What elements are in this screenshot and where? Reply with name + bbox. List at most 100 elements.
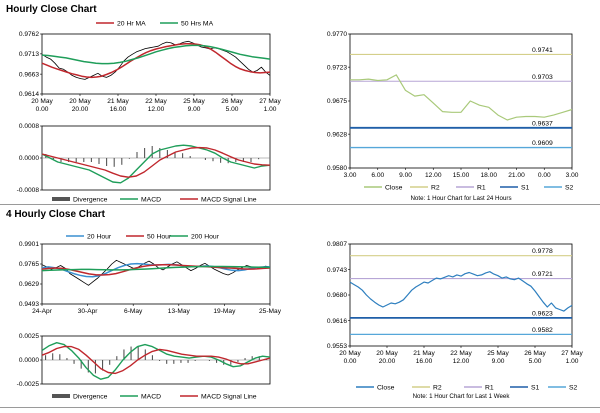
four-hourly-ma-xtick-label: 19-May [213, 308, 236, 315]
hourly-ma-xtick-label: 26 May [221, 98, 243, 105]
hourly-close-legend-2-label: R1 [477, 185, 486, 192]
four-hourly-close-xtick-label: 26 May [524, 350, 546, 357]
hourly-ma-legend-1-label: 50 Hrs MA [181, 21, 214, 28]
hourly-macd-series-signal [41, 146, 271, 178]
section-title-4-hourly: 4 Hourly Close Chart [6, 209, 105, 220]
four-hourly-macd-ytick-label: 0.0000 [19, 357, 40, 364]
four-hourly-close-xtick-label: 20 May [339, 350, 361, 357]
hourly-close-ytick-label: 0.9770 [327, 31, 348, 38]
hourly-close-legend-4-label: S2 [565, 185, 574, 192]
hourly-ma-xtick-label: 5.00 [226, 106, 239, 113]
hourly-close-ytick-label: 0.9675 [327, 98, 348, 105]
four-hourly-ma-ytick-label: 0.9629 [19, 281, 40, 288]
four-hourly-close-level-s2-label: 0.9582 [532, 327, 553, 334]
section-divider-top [0, 204, 600, 205]
four-hourly-close-ytick-label: 0.9743 [327, 267, 348, 274]
four-hourly-close-ytick-label: 0.9680 [327, 292, 348, 299]
four-hourly-close-legend-0-label: Close [377, 385, 395, 392]
four-hourly-close-note: Note: 1 Hour Chart for Last 1 Week [413, 393, 511, 400]
hourly-ma-xtick-label: 12.00 [148, 106, 165, 113]
hourly-close-ytick-label: 0.9580 [327, 165, 348, 172]
four-hourly-close-ytick-label: 0.9553 [327, 343, 348, 350]
hourly-macd-ytick-label: -0.0008 [17, 187, 40, 194]
four-hourly-close-legend-3-label: S1 [531, 385, 540, 392]
hourly-macd-ytick-label: 0.0000 [19, 155, 40, 162]
four-hourly-close-legend-2-label: R1 [485, 385, 494, 392]
four-hourly-macd-legend-0-swatch [52, 394, 70, 398]
four-hourly-close-xtick-label: 21 May [413, 350, 435, 357]
hourly-close-legend-3-label: S1 [521, 185, 530, 192]
four-hourly-macd-series-signal [41, 345, 271, 375]
hourly-close-legend-1-label: R2 [431, 185, 440, 192]
hourly-ma-xtick-label: 1.00 [264, 106, 277, 113]
hourly-ma-xtick-label: 22 May [145, 98, 167, 105]
section-title-hourly: Hourly Close Chart [6, 4, 97, 15]
four-hourly-ma-xtick-label: 6-May [124, 308, 143, 315]
hourly-close-xtick-label: 21.00 [508, 172, 525, 179]
hourly-close-xtick-label: 0.00 [538, 172, 551, 179]
four-hourly-close-xtick-label: 16.00 [416, 358, 433, 365]
four-hourly-ma-ytick-label: 0.9901 [19, 241, 40, 248]
four-hourly-macd-legend-1-label: MACD [141, 394, 161, 401]
four-hourly-ma-legend-1-label: 50 Hour [147, 234, 172, 241]
four-hourly-ma-xtick-label: 13-May [168, 308, 191, 315]
four-hourly-macd-series-macd [41, 342, 271, 380]
four-hourly-macd-ytick-label: 0.0025 [19, 333, 40, 340]
hourly-macd-legend-0-swatch [52, 197, 70, 201]
four-hourly-close-legend-4-label: S2 [569, 385, 578, 392]
hourly-ma-xtick-label: 0.00 [36, 106, 49, 113]
hourly-macd-ytick-label: 0.0008 [19, 123, 40, 130]
hourly-ma-xtick-label: 20.00 [72, 106, 89, 113]
hourly-close-level-s2-label: 0.9609 [532, 140, 553, 147]
hourly-ma-xtick-label: 20 May [69, 98, 91, 105]
hourly-ma-ytick-label: 0.9614 [19, 91, 40, 98]
four-hourly-macd-legend-0-label: Divergence [73, 394, 108, 401]
four-hourly-close-legend-1-label: R2 [433, 385, 442, 392]
hourly-close-level-r1-label: 0.9703 [532, 74, 553, 81]
four-hourly-macd-ytick-label: -0.0025 [17, 381, 40, 388]
hourly-ma-ytick-label: 0.9713 [19, 51, 40, 58]
four-hourly-close-xtick-label: 5.00 [529, 358, 542, 365]
hourly-ma-frame [41, 33, 271, 95]
four-hourly-close-xtick-label: 12.00 [453, 358, 470, 365]
hourly-ma-series-50-hrs-ma [41, 44, 271, 65]
hourly-ma-xtick-label: 27 May [259, 98, 281, 105]
four-hourly-close-xtick-label: 20.00 [379, 358, 396, 365]
four-hourly-ma-xtick-label: 25-May [259, 308, 282, 315]
four-hourly-ma-frame [41, 243, 271, 305]
hourly-close-xtick-label: 6.00 [371, 172, 384, 179]
hourly-close-xtick-label: 9.00 [399, 172, 412, 179]
four-hourly-close-xtick-label: 1.00 [566, 358, 579, 365]
four-hourly-ma-ytick-label: 0.9493 [19, 301, 40, 308]
four-hourly-ma-xtick-label: 30-Apr [78, 308, 99, 315]
four-hourly-ma-legend-0-label: 20 Hour [87, 234, 112, 241]
hourly-close-legend-0-label: Close [385, 185, 403, 192]
section-divider-bottom [0, 407, 600, 408]
hourly-ma-xtick-label: 20 May [31, 98, 53, 105]
four-hourly-close-series-close [349, 271, 573, 312]
hourly-ma-xtick-label: 25 May [183, 98, 205, 105]
hourly-ma-series-20-hr-ma [41, 42, 271, 79]
four-hourly-close-xtick-label: 0.00 [344, 358, 357, 365]
hourly-close-level-r2-label: 0.9741 [532, 47, 553, 54]
hourly-close-note: Note: 1 Hour Chart for Last 24 Hours [410, 195, 511, 202]
hourly-ma-xtick-label: 9.00 [188, 106, 201, 113]
four-hourly-close-xtick-label: 22 May [450, 350, 472, 357]
four-hourly-close-level-r2-label: 0.9778 [532, 248, 553, 255]
four-hourly-close-xtick-label: 25 May [487, 350, 509, 357]
hourly-close-xtick-label: 12.00 [425, 172, 442, 179]
four-hourly-close-xtick-label: 9.00 [492, 358, 505, 365]
hourly-macd-legend-1-label: MACD [141, 197, 161, 204]
four-hourly-ma-xtick-label: 24-Apr [32, 308, 53, 315]
four-hourly-ma-legend-2-label: 200 Hour [191, 234, 220, 241]
four-hourly-ma-ytick-label: 0.9765 [19, 261, 40, 268]
hourly-ma-xtick-label: 21 May [107, 98, 129, 105]
hourly-ma-series-price [41, 40, 271, 80]
hourly-close-series-close [350, 74, 573, 121]
hourly-close-xtick-label: 18.00 [480, 172, 497, 179]
hourly-ma-legend-0-label: 20 Hr MA [117, 21, 146, 28]
four-hourly-ma-series-price [41, 259, 271, 286]
hourly-close-ytick-label: 0.9628 [327, 131, 348, 138]
four-hourly-close-ytick-label: 0.9807 [327, 241, 348, 248]
